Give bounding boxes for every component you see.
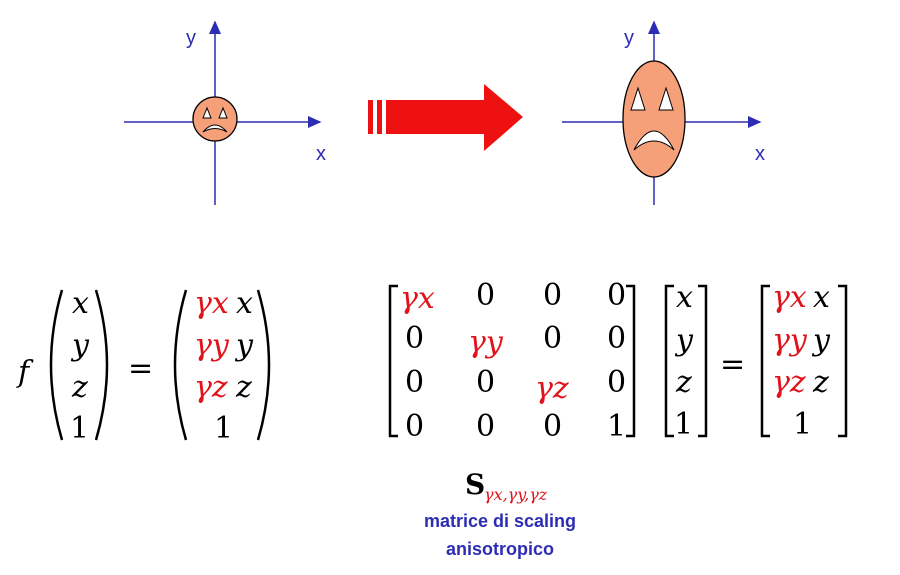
- function-formula: f x y z 1 = γx x γy y γz z 1: [16, 286, 271, 446]
- output-one: 1: [214, 411, 233, 446]
- gamma-y: γy: [194, 328, 230, 363]
- vector-cell: y: [674, 323, 694, 358]
- result-vector: γx x γy y γz z 1: [760, 280, 848, 442]
- matrix-cell: 0: [405, 321, 424, 356]
- equals-sign: =: [720, 347, 745, 382]
- caption-line-1: matrice di scaling: [423, 511, 577, 531]
- symbol-subscript: γx,γy,γz: [484, 485, 548, 504]
- matrix-cell: γz: [535, 371, 569, 406]
- matrix-cell: 0: [543, 321, 562, 356]
- result-y: y: [811, 323, 831, 358]
- vector-cell: 1: [674, 407, 693, 442]
- matrix-cell: 0: [405, 365, 424, 400]
- y-axis-label: y: [186, 27, 196, 49]
- scaled-face-icon: [622, 60, 686, 178]
- result-one: 1: [793, 407, 812, 442]
- matrix-cell: 0: [607, 365, 626, 400]
- caption-line-2: anisotropico: [445, 539, 554, 559]
- function-symbol: f: [16, 355, 34, 390]
- output-y: y: [234, 328, 254, 363]
- matrix-cell: 0: [607, 321, 626, 356]
- transform-arrow-icon: [368, 84, 523, 151]
- input-x: x: [72, 286, 89, 321]
- result-z: z: [812, 365, 829, 400]
- matrix-cell: γy: [468, 325, 504, 360]
- x-axis-label: x: [755, 143, 765, 165]
- gamma-z: γz: [194, 370, 228, 405]
- input-z: z: [71, 370, 88, 405]
- symbol-s: S: [465, 468, 485, 501]
- matrix-cell: 0: [543, 409, 562, 444]
- input-one: 1: [70, 411, 89, 446]
- input-vector: x y z 1: [664, 280, 708, 442]
- vector-cell: z: [675, 365, 692, 400]
- scaling-matrix: γx 0 0 0 0 γy 0 0 0 0 γz 0 0 0 0 1: [388, 278, 636, 444]
- result-x: x: [813, 280, 830, 315]
- matrix-symbol: S γx,γy,γz: [465, 468, 548, 504]
- input-y: y: [70, 328, 90, 363]
- matrix-cell: 0: [607, 278, 626, 313]
- matrix-cell: 0: [405, 409, 424, 444]
- result-gamma-z: γz: [772, 365, 806, 400]
- result-gamma-y: γy: [772, 323, 808, 358]
- gamma-x: γx: [194, 286, 229, 321]
- matrix-cell: 0: [543, 278, 562, 313]
- small-face-icon: [192, 96, 238, 142]
- output-x: x: [236, 286, 253, 321]
- matrix-cell: 1: [607, 409, 626, 444]
- output-z: z: [235, 370, 252, 405]
- x-axis-label: x: [316, 143, 326, 165]
- vector-cell: x: [676, 280, 693, 315]
- matrix-cell: 0: [476, 365, 495, 400]
- y-axis-label: y: [624, 27, 634, 49]
- matrix-cell: 0: [476, 409, 495, 444]
- result-gamma-x: γx: [772, 280, 807, 315]
- equals-sign: =: [128, 351, 153, 386]
- matrix-cell: γx: [400, 281, 435, 316]
- matrix-cell: 0: [476, 278, 495, 313]
